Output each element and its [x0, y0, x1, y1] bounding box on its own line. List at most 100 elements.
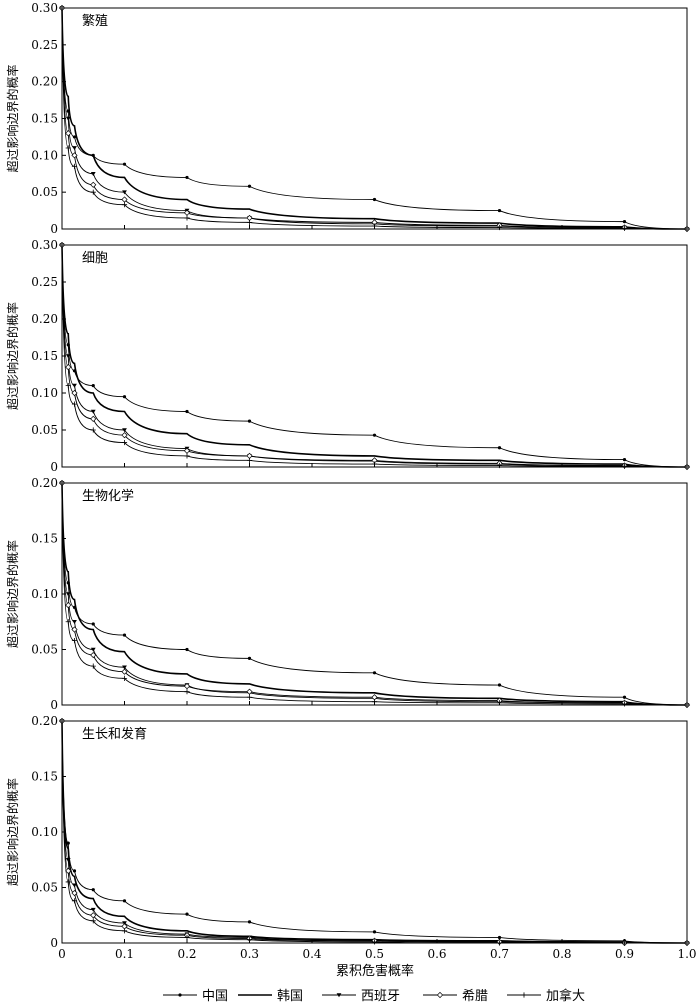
data-point [684, 940, 690, 946]
series-triangle [59, 6, 690, 232]
data-point [71, 889, 78, 897]
legend-label: 中国 [202, 989, 228, 1004]
data-point [621, 463, 628, 469]
data-point [621, 225, 628, 231]
data-point [497, 446, 502, 450]
series-none [61, 482, 688, 706]
series-plus [59, 5, 690, 232]
series-line [61, 7, 688, 230]
series-line [61, 7, 688, 230]
data-point [246, 457, 253, 463]
data-point [72, 883, 77, 888]
y-tick-label: 0.05 [31, 185, 58, 199]
data-point [122, 921, 127, 926]
data-point [246, 694, 253, 700]
legend-label: 希腊 [462, 989, 488, 1004]
y-axis-label: 超过影响边界的概率 [5, 302, 20, 410]
data-point [372, 433, 377, 437]
y-tick-label: 0.20 [31, 714, 58, 728]
series-dot [60, 481, 689, 707]
series-line [61, 720, 688, 944]
data-point [246, 452, 253, 459]
data-point [497, 683, 502, 687]
legend-marker [336, 993, 342, 998]
data-point [121, 202, 128, 208]
y-axis-label: 超过影响边界的概率 [5, 64, 20, 172]
data-point [59, 718, 65, 724]
series-line [61, 482, 688, 706]
data-point [91, 888, 95, 892]
y-tick-label: 0.10 [31, 825, 58, 839]
series-line [61, 244, 688, 468]
series-diamond [58, 717, 691, 947]
data-point [496, 940, 503, 946]
data-point [372, 197, 377, 202]
data-point [496, 224, 503, 231]
data-point [72, 619, 77, 624]
data-point [72, 146, 77, 151]
x-tick-label: 0.8 [552, 947, 571, 961]
data-point [90, 409, 96, 414]
data-point [246, 688, 253, 695]
data-point [90, 189, 96, 195]
y-tick-label: 0 [50, 460, 58, 474]
series-dot [60, 719, 689, 945]
legend-marker [521, 992, 527, 998]
chart-panel: 0 0.05 0.10 0.15 0.20 0 0.1 0.2 0.3 0.4 0.5 0.6 0.7 0… [5, 714, 697, 961]
y-tick-label: 0.15 [31, 112, 58, 126]
x-tick-label: 0.2 [177, 947, 196, 961]
legend-item: 西班牙 [322, 989, 400, 1004]
series-line [61, 720, 687, 944]
series-none [61, 244, 688, 468]
data-point [122, 899, 127, 903]
series-diamond [58, 4, 691, 233]
series-none [61, 7, 688, 230]
series-none [61, 720, 688, 944]
data-point [622, 695, 627, 699]
series-line [61, 244, 688, 468]
data-point [122, 633, 127, 637]
data-point [122, 428, 127, 433]
data-point [496, 462, 503, 469]
legend-item: 希腊 [423, 989, 488, 1004]
data-point [72, 135, 77, 139]
y-tick-label: 0 [50, 222, 58, 236]
series-line [61, 244, 688, 468]
data-point [65, 354, 71, 359]
legend-label: 韩国 [277, 989, 303, 1004]
y-tick-label: 0.25 [31, 275, 58, 289]
panel-title: 生物化学 [82, 488, 134, 504]
data-point [371, 223, 378, 229]
chart-panel: 0 0.05 0.10 0.15 0.20 0.25 0.30 超过影响边界的概率 繁殖 [5, 1, 691, 236]
data-point [121, 675, 128, 681]
data-point [371, 699, 378, 705]
data-point [246, 219, 253, 225]
y-axis-label: 超过影响边界的概率 [5, 778, 20, 886]
legend-marker [436, 991, 444, 999]
series-line [61, 7, 688, 230]
data-point [121, 432, 128, 439]
panel-title: 细胞 [82, 251, 108, 266]
data-point [371, 461, 378, 467]
data-point [91, 384, 95, 388]
y-tick-label: 0.10 [31, 386, 58, 400]
data-point [121, 668, 128, 675]
series-line [61, 482, 688, 706]
x-tick-label: 0.3 [240, 947, 259, 961]
series-line [61, 482, 688, 706]
y-tick-label: 0.15 [31, 349, 58, 363]
data-point [497, 208, 502, 213]
y-tick-label: 0.15 [31, 770, 58, 784]
data-point [684, 226, 690, 232]
series-line [61, 482, 688, 706]
x-tick-label: 0.4 [302, 947, 321, 961]
data-point [90, 918, 96, 924]
data-point [122, 395, 127, 399]
data-point [247, 184, 252, 188]
data-point [496, 700, 503, 706]
series-line [61, 720, 687, 944]
legend-label: 西班牙 [361, 989, 400, 1004]
x-axis-label: 累积危害概率 [336, 963, 414, 979]
data-point [90, 415, 97, 422]
y-tick-label: 0.05 [31, 881, 58, 895]
